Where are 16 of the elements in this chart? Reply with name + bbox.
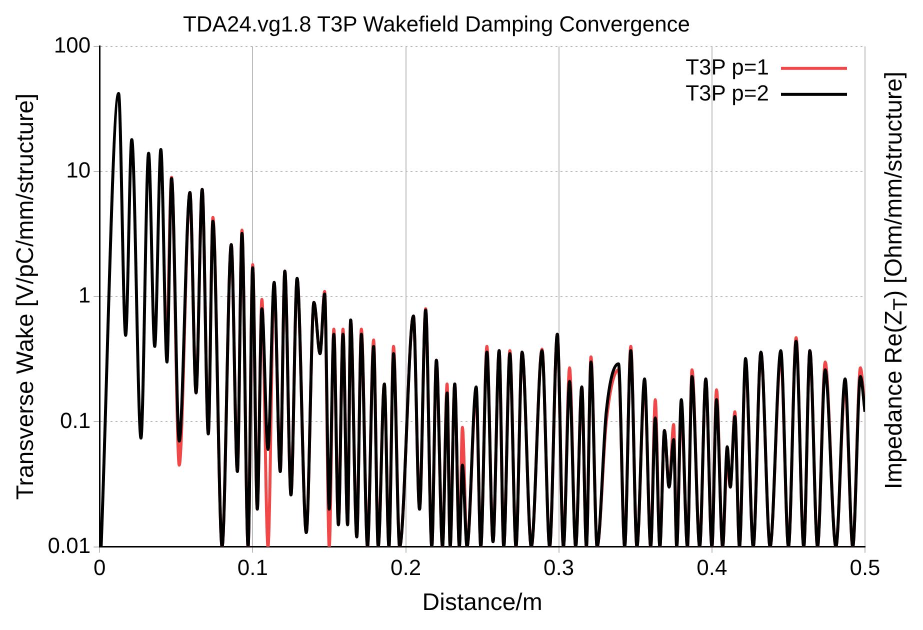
x-tick-label: 0.1 bbox=[237, 555, 268, 580]
y-tick-label: 0.01 bbox=[48, 532, 91, 558]
y-tick-label: 10 bbox=[66, 158, 91, 183]
x-tick-label: 0.2 bbox=[390, 555, 422, 580]
legend-label: T3P p=1 bbox=[686, 54, 769, 80]
x-tick-label: 0.4 bbox=[696, 555, 728, 580]
x-tick-label: 0.3 bbox=[544, 555, 574, 580]
y-tick-label: 1 bbox=[78, 282, 91, 308]
chart-title: TDA24.vg1.8 T3P Wakefield Damping Convergence bbox=[182, 11, 690, 36]
x-axis-title: Distance/m bbox=[422, 589, 542, 616]
y-axis-title: Transverse Wake [V/pC/mm/structure] bbox=[12, 93, 40, 500]
legend-label: T3P p=2 bbox=[686, 80, 769, 106]
x-tick-label: 0 bbox=[93, 555, 106, 580]
y-tick-label: 100 bbox=[54, 32, 91, 58]
y-tick-label: 0.1 bbox=[60, 408, 91, 433]
x-tick-label: 0.5 bbox=[850, 555, 880, 580]
